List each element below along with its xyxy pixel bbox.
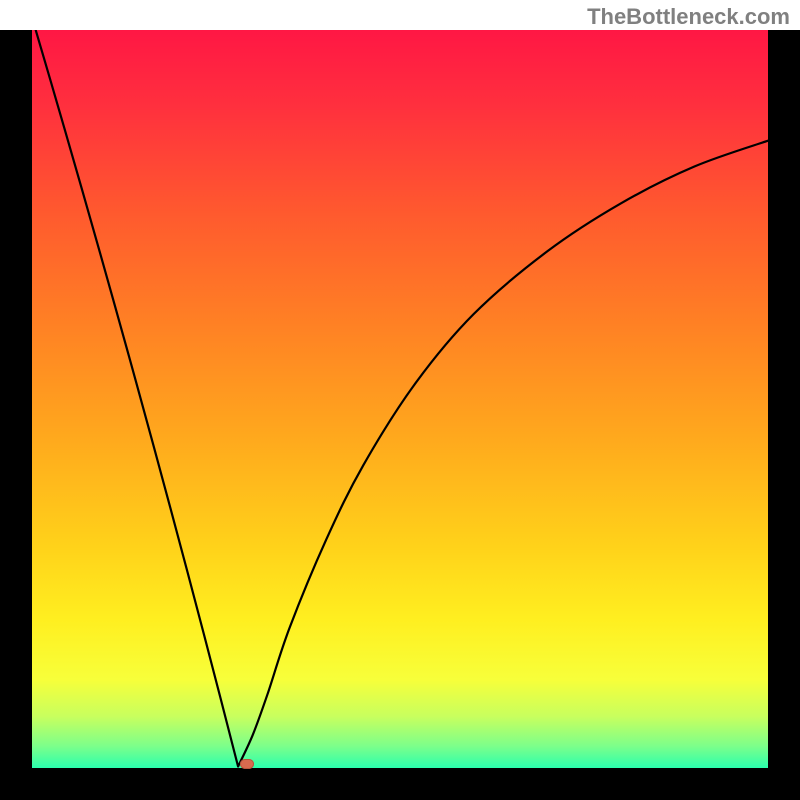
chart-container: TheBottleneck.com [0,0,800,800]
plot-area [32,30,768,768]
vertex-marker [240,759,254,769]
watermark-text: TheBottleneck.com [587,4,790,30]
curve-svg [32,30,768,768]
border-left [0,30,32,800]
gradient-background [32,30,768,768]
border-right [768,30,800,800]
border-bottom [0,768,800,800]
